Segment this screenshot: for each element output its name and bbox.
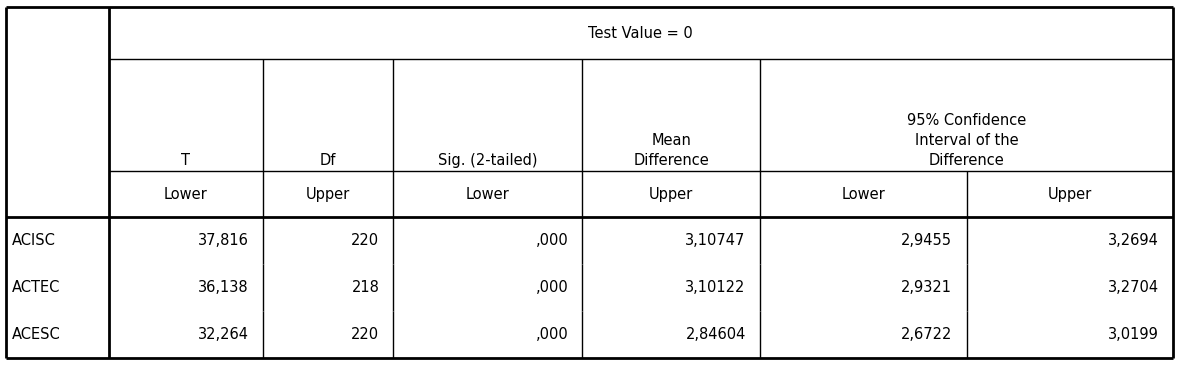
Text: 3,10747: 3,10747 bbox=[685, 233, 746, 248]
Text: ACESC: ACESC bbox=[12, 327, 60, 342]
Text: 220: 220 bbox=[351, 327, 380, 342]
Text: 36,138: 36,138 bbox=[198, 280, 249, 295]
Text: 2,84604: 2,84604 bbox=[685, 327, 746, 342]
Text: Sig. (2-tailed): Sig. (2-tailed) bbox=[439, 153, 538, 168]
Text: ,000: ,000 bbox=[535, 233, 568, 248]
Text: 2,6722: 2,6722 bbox=[901, 327, 953, 342]
Text: Mean
Difference: Mean Difference bbox=[633, 133, 709, 168]
Text: 3,0199: 3,0199 bbox=[1108, 327, 1159, 342]
Text: 32,264: 32,264 bbox=[198, 327, 249, 342]
Text: Upper: Upper bbox=[305, 187, 350, 201]
Text: 218: 218 bbox=[351, 280, 380, 295]
Text: Upper: Upper bbox=[1048, 187, 1092, 201]
Text: 3,2704: 3,2704 bbox=[1108, 280, 1159, 295]
Text: 220: 220 bbox=[351, 233, 380, 248]
Text: Lower: Lower bbox=[164, 187, 208, 201]
Text: ACISC: ACISC bbox=[12, 233, 55, 248]
Text: ACTEC: ACTEC bbox=[12, 280, 60, 295]
Text: 95% Confidence
Interval of the
Difference: 95% Confidence Interval of the Differenc… bbox=[907, 113, 1026, 168]
Text: ,000: ,000 bbox=[535, 327, 568, 342]
Text: 2,9321: 2,9321 bbox=[902, 280, 953, 295]
Text: 2,9455: 2,9455 bbox=[902, 233, 953, 248]
Text: 3,2694: 3,2694 bbox=[1108, 233, 1159, 248]
Text: Test Value = 0: Test Value = 0 bbox=[588, 26, 693, 41]
Text: ,000: ,000 bbox=[535, 280, 568, 295]
Text: T: T bbox=[182, 153, 190, 168]
Text: 37,816: 37,816 bbox=[198, 233, 249, 248]
Text: Df: Df bbox=[320, 153, 336, 168]
Text: 3,10122: 3,10122 bbox=[685, 280, 746, 295]
Text: Upper: Upper bbox=[650, 187, 693, 201]
Text: Lower: Lower bbox=[466, 187, 509, 201]
Text: Lower: Lower bbox=[842, 187, 885, 201]
